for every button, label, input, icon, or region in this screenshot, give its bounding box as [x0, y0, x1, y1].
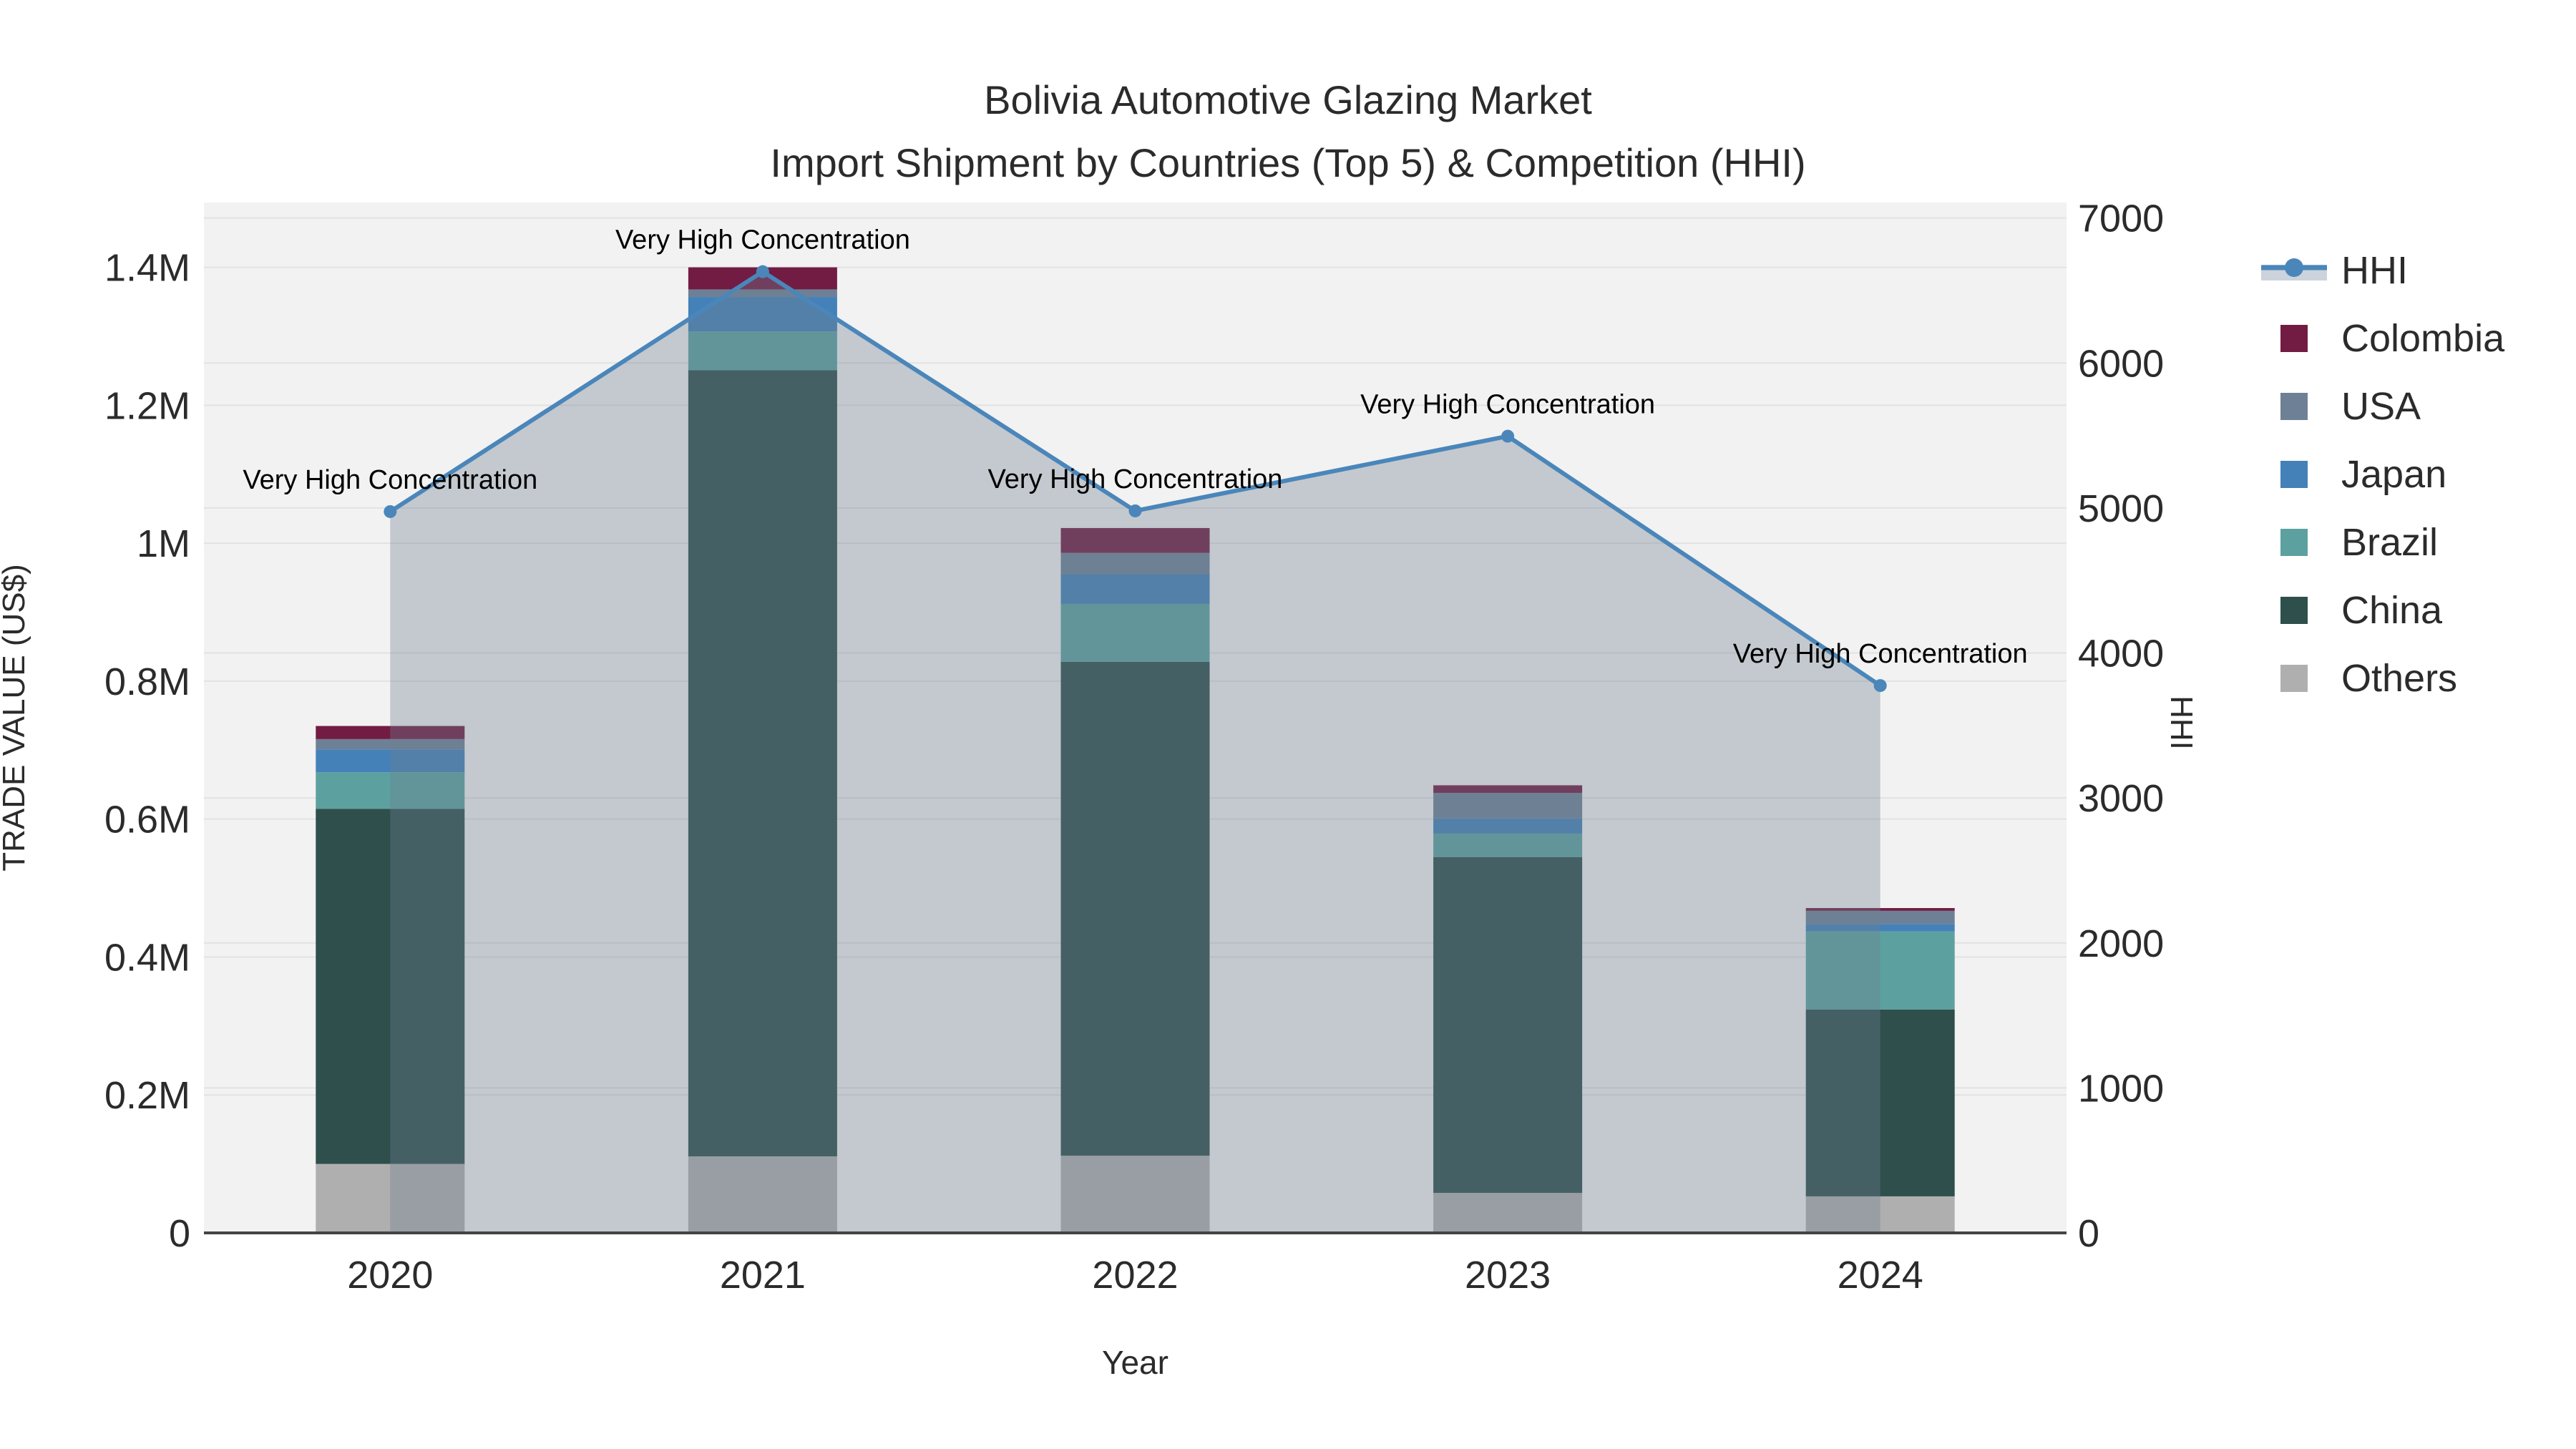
- y-tick-label-right: 4000: [2078, 633, 2164, 675]
- legend-swatch-icon: [2261, 596, 2327, 624]
- bar-segment-brazil-2020[interactable]: [316, 772, 465, 809]
- y-tick-label-left: 0.6M: [104, 799, 190, 841]
- legend-label: HHI: [2341, 248, 2408, 292]
- y-tick-label-left: 0.8M: [104, 660, 190, 703]
- bar-segment-others-2023[interactable]: [1433, 1193, 1583, 1233]
- hhi-point-2022[interactable]: [1128, 504, 1142, 517]
- y-tick-label-right: 7000: [2078, 197, 2164, 240]
- legend-item-colombia[interactable]: Colombia: [2247, 304, 2576, 372]
- legend-label: Others: [2341, 656, 2458, 700]
- x-tick-label: 2023: [1465, 1254, 1551, 1297]
- annotation-label: Very High Concentration: [1733, 639, 2028, 669]
- color-swatch: [2280, 324, 2308, 352]
- bar-segment-usa-2021[interactable]: [688, 289, 837, 298]
- x-tick-label: 2021: [720, 1254, 806, 1297]
- legend-label: Japan: [2341, 452, 2447, 496]
- bar-segment-china-2023[interactable]: [1433, 857, 1583, 1194]
- legend-item-japan[interactable]: Japan: [2247, 440, 2576, 508]
- chart-legend: HHI Colombia USA Japan Brazil China Others: [2247, 236, 2576, 712]
- color-swatch: [2280, 528, 2308, 556]
- y-tick-label-right: 2000: [2078, 922, 2164, 965]
- legend-swatch-icon: [2261, 460, 2327, 488]
- annotation-label: Very High Concentration: [1360, 390, 1655, 420]
- bar-segment-usa-2020[interactable]: [316, 738, 465, 750]
- bar-segment-brazil-2023[interactable]: [1433, 833, 1583, 857]
- bar-segment-others-2022[interactable]: [1060, 1156, 1210, 1233]
- legend-item-usa[interactable]: USA: [2247, 372, 2576, 440]
- legend-label: USA: [2341, 384, 2421, 428]
- bar-segment-china-2020[interactable]: [316, 809, 465, 1164]
- bar-segment-brazil-2022[interactable]: [1060, 603, 1210, 662]
- color-swatch: [2280, 596, 2308, 624]
- x-axis-title: Year: [1102, 1344, 1169, 1381]
- y-tick-label-left: 1M: [137, 522, 190, 565]
- legend-item-brazil[interactable]: Brazil: [2247, 508, 2576, 576]
- legend-swatch-icon: [2261, 528, 2327, 556]
- y-tick-label-left: 0.2M: [104, 1074, 190, 1117]
- legend-label: Colombia: [2341, 316, 2505, 360]
- bar-segment-colombia-2022[interactable]: [1060, 527, 1210, 553]
- bar-segment-usa-2023[interactable]: [1433, 793, 1583, 819]
- bar-segment-others-2020[interactable]: [316, 1163, 465, 1233]
- chart-title-line2: Import Shipment by Countries (Top 5) & C…: [770, 140, 1806, 185]
- bar-segment-china-2024[interactable]: [1805, 1009, 1955, 1196]
- color-swatch: [2280, 392, 2308, 420]
- legend-swatch-icon: [2261, 324, 2327, 352]
- y-axis-title-left: TRADE VALUE (US$): [0, 564, 31, 872]
- x-tick-label: 2022: [1092, 1254, 1178, 1297]
- y-tick-label-left: 0: [169, 1212, 190, 1255]
- legend-swatch-icon: [2261, 664, 2327, 692]
- bar-segment-colombia-2024[interactable]: [1805, 908, 1955, 911]
- bar-segment-japan-2022[interactable]: [1060, 574, 1210, 604]
- x-tick-label: 2024: [1838, 1254, 1923, 1297]
- color-swatch: [2280, 664, 2308, 692]
- annotation-label: Very High Concentration: [243, 465, 537, 495]
- legend-swatch-icon: [2261, 392, 2327, 420]
- y-tick-label-left: 1.4M: [104, 247, 190, 290]
- bar-segment-japan-2024[interactable]: [1805, 924, 1955, 932]
- bar-segment-colombia-2020[interactable]: [316, 726, 465, 739]
- bar-segment-china-2022[interactable]: [1060, 661, 1210, 1156]
- bar-segment-colombia-2023[interactable]: [1433, 785, 1583, 794]
- y-tick-label-left: 1.2M: [104, 384, 190, 427]
- legend-item-others[interactable]: Others: [2247, 644, 2576, 712]
- hhi-line-sample-icon: [2261, 255, 2327, 286]
- y-tick-label-right: 5000: [2078, 487, 2164, 530]
- chart-title-line1: Bolivia Automotive Glazing Market: [984, 77, 1592, 122]
- hhi-point-2020[interactable]: [384, 504, 397, 518]
- bar-segment-china-2021[interactable]: [688, 370, 837, 1157]
- bar-segment-usa-2022[interactable]: [1060, 552, 1210, 575]
- annotation-label: Very High Concentration: [615, 225, 910, 255]
- y-tick-label-left: 0.4M: [104, 936, 190, 979]
- bar-segment-others-2024[interactable]: [1805, 1196, 1955, 1233]
- y-tick-label-right: 0: [2078, 1212, 2099, 1255]
- bar-segment-brazil-2021[interactable]: [688, 331, 837, 371]
- hhi-point-2024[interactable]: [1873, 679, 1887, 693]
- bar-segment-japan-2020[interactable]: [316, 749, 465, 773]
- hhi-area: [390, 271, 1880, 1233]
- bar-segment-others-2021[interactable]: [688, 1156, 837, 1233]
- legend-label: China: [2341, 588, 2443, 632]
- legend-label: Brazil: [2341, 520, 2439, 564]
- y-tick-label-right: 3000: [2078, 777, 2164, 820]
- legend-item-china[interactable]: China: [2247, 576, 2576, 644]
- annotation-label: Very High Concentration: [988, 464, 1283, 494]
- chart-title: Bolivia Automotive Glazing Market Import…: [0, 69, 2576, 195]
- y-tick-label-right: 1000: [2078, 1067, 2164, 1110]
- bar-segment-brazil-2024[interactable]: [1805, 931, 1955, 1010]
- hhi-point-2021[interactable]: [756, 265, 769, 278]
- color-swatch: [2280, 460, 2308, 488]
- y-tick-label-right: 6000: [2078, 342, 2164, 385]
- bar-segment-japan-2023[interactable]: [1433, 818, 1583, 834]
- x-tick-label: 2020: [347, 1254, 433, 1297]
- bar-segment-usa-2024[interactable]: [1805, 910, 1955, 924]
- legend-item-hhi[interactable]: HHI: [2247, 236, 2576, 304]
- y-axis-title-right: HHI: [2164, 696, 2199, 750]
- hhi-point-2023[interactable]: [1501, 429, 1515, 443]
